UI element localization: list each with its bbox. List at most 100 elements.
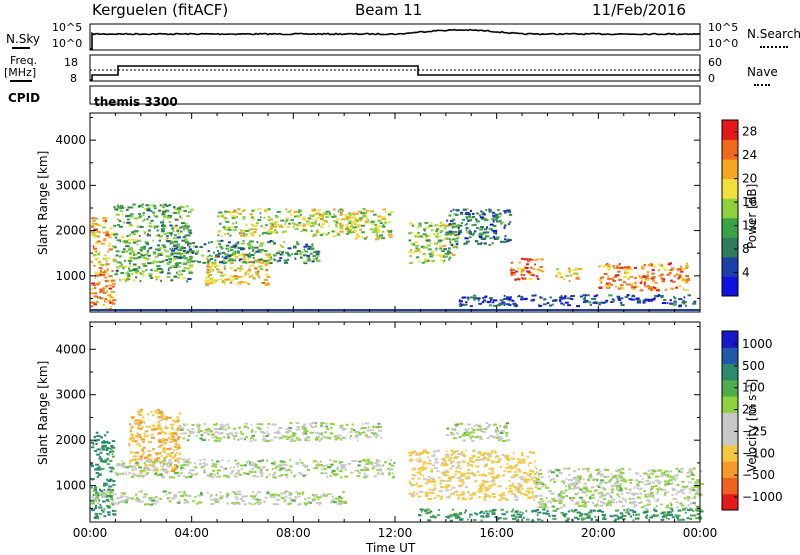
nave-tick-top: 60 <box>708 56 722 69</box>
velocity-region-2 <box>114 458 396 479</box>
velocity-colorbar-segment-1 <box>722 477 738 495</box>
beam-title: Beam 11 <box>355 1 423 19</box>
power-region-9 <box>555 267 583 283</box>
cpid-label: CPID <box>8 91 41 105</box>
power-region-10 <box>598 262 690 292</box>
power-colorbar-segment-3 <box>722 217 738 238</box>
nave-label: Nave <box>747 65 778 79</box>
x-axis-label: Time UT <box>366 541 416 555</box>
nsky-legend-line <box>12 47 30 49</box>
noise-tick-right-bottom: 10^0 <box>708 37 739 50</box>
power-region-3 <box>217 208 361 238</box>
power-plot-frame <box>89 112 701 313</box>
power-region-0 <box>90 217 117 312</box>
power-colorbar-segment-2 <box>722 237 738 258</box>
power-region-7 <box>446 208 513 246</box>
nsky-label: N.Sky <box>6 32 41 46</box>
velocity-colorbar-frame <box>721 330 739 511</box>
power-colorbar-segment-7 <box>722 139 738 160</box>
freq-line <box>90 65 700 81</box>
velocity-colorbar-segment-7 <box>722 379 738 397</box>
x-tick-label-3: 12:00 <box>378 526 413 540</box>
power-colorbar-label-6: 28 <box>742 125 757 139</box>
velocity-ytick-label-0: 1000 <box>55 479 86 493</box>
power-ytick-label-3: 4000 <box>55 133 86 147</box>
power-colorbar-label-4: 20 <box>742 172 757 186</box>
freq-label: Freq. <box>10 54 38 67</box>
velocity-ytick-label-1: 2000 <box>55 433 86 447</box>
nsearch-legend-line <box>760 46 788 48</box>
velocity-colorbar-segment-3 <box>722 444 738 462</box>
nave-tick-bottom: 0 <box>708 72 715 85</box>
velocity-region-0 <box>90 431 117 520</box>
power-ytick-label-2: 3000 <box>55 178 86 192</box>
noise-tick-right-top: 10^5 <box>708 21 739 34</box>
x-tick-label-4: 16:00 <box>479 526 514 540</box>
cpid-panel-frame <box>89 85 701 105</box>
velocity-colorbar-label-5: −100 <box>742 446 775 460</box>
velocity-colorbar-segment-0 <box>722 493 738 511</box>
power-colorbar-label-2: 12 <box>742 219 757 233</box>
power-colorbar-label-1: 8 <box>742 242 750 256</box>
power-colorbar-segment-4 <box>722 198 738 219</box>
power-colorbar-segment-8 <box>722 120 738 141</box>
x-tick-label-2: 08:00 <box>276 526 311 540</box>
power-ytick-label-0: 1000 <box>55 269 86 283</box>
power-region-4 <box>166 239 321 265</box>
freq-panel-frame <box>89 54 701 82</box>
velocity-colorbar-label-7: −1000 <box>742 490 783 504</box>
x-tick-label-5: 20:00 <box>581 526 616 540</box>
x-tick-label-0: 00:00 <box>73 526 108 540</box>
velocity-ytick-label-2: 3000 <box>55 388 86 402</box>
velocity-region-8 <box>418 508 704 522</box>
velocity-region-7 <box>535 467 705 511</box>
power-region-5 <box>344 208 394 241</box>
velocity-colorbar-label-4: −25 <box>742 424 767 438</box>
noise-tick-left-top: 10^5 <box>52 21 83 34</box>
velocity-colorbar-label-0: 1000 <box>742 337 773 351</box>
power-colorbar-segment-0 <box>722 276 738 297</box>
velocity-region-4 <box>91 490 348 506</box>
power-colorbar-label-0: 4 <box>742 266 750 280</box>
station-title: Kerguelen (fitACF) <box>92 1 229 19</box>
power-colorbar-segment-6 <box>722 159 738 180</box>
freq-tick-top: 18 <box>64 56 78 69</box>
power-region-8 <box>510 257 545 281</box>
velocity-colorbar-segment-9 <box>722 347 738 365</box>
freq-tick-bottom: 8 <box>70 72 77 85</box>
power-region-11 <box>458 294 697 308</box>
velocity-colorbar-segment-6 <box>722 396 738 413</box>
power-region-2 <box>204 253 271 287</box>
date-title: 11/Feb/2016 <box>592 1 686 19</box>
velocity-ytick-label-3: 4000 <box>55 342 86 356</box>
nsky-line <box>90 28 700 50</box>
power-colorbar-segment-1 <box>722 256 738 277</box>
nave-legend-line <box>754 84 770 86</box>
velocity-region-3 <box>179 422 383 443</box>
power-colorbar-label-5: 24 <box>742 148 757 162</box>
velocity-colorbar-segment-2 <box>722 461 738 478</box>
velocity-colorbar-segment-4 <box>722 428 738 446</box>
power-colorbar-segment-5 <box>722 178 738 199</box>
velocity-region-6 <box>446 422 511 443</box>
power-region-1 <box>112 203 196 283</box>
noise-tick-left-bottom: 10^0 <box>52 37 83 50</box>
freq-legend-line <box>10 80 32 82</box>
power-region-6 <box>408 221 462 264</box>
x-tick-label-6: 00:00 <box>683 526 718 540</box>
velocity-region-1 <box>128 409 182 474</box>
velocity-colorbar-segment-10 <box>722 331 738 348</box>
velocity-colorbar-segment-5 <box>722 412 738 430</box>
power-ytick-label-1: 2000 <box>55 224 86 238</box>
nsearch-label: N.Search <box>747 27 800 41</box>
velocity-colorbar-label-2: 100 <box>742 381 765 395</box>
velocity-region-5 <box>408 449 539 502</box>
noise-panel-frame <box>89 23 701 51</box>
cpid-value: themis 3300 <box>94 95 178 109</box>
power-colorbar-label-3: 16 <box>742 195 757 209</box>
velocity-colorbar-label-1: 500 <box>742 359 765 373</box>
velocity-colorbar-label-6: −500 <box>742 468 775 482</box>
velocity-colorbar-segment-8 <box>722 363 738 381</box>
x-tick-label-1: 04:00 <box>174 526 209 540</box>
